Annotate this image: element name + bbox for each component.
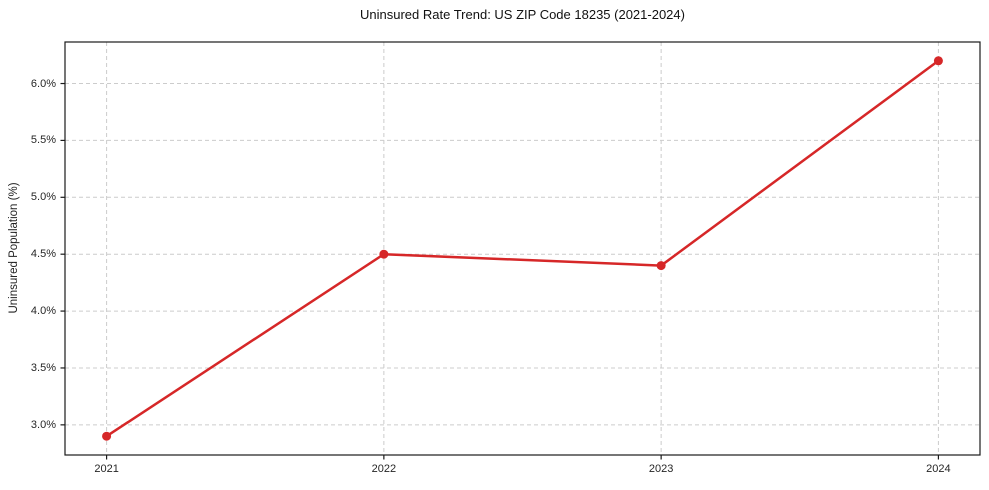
x-tick-label: 2024 [926, 463, 951, 475]
trend-line [105, 59, 940, 438]
y-tick-label: 4.5% [30, 248, 56, 261]
x-tick-label: 2022 [371, 463, 397, 475]
data-point-marker [656, 261, 666, 271]
chart-title: Uninsured Rate Trend: US ZIP Code 18235 … [360, 7, 685, 22]
x-tick-label: 2023 [648, 463, 674, 475]
data-point-marker [933, 56, 943, 66]
y-tick-label: 4.0% [30, 305, 56, 318]
plot-border [64, 41, 981, 456]
y-tick-label: 3.5% [30, 361, 56, 374]
y-tick-label: 5.0% [30, 191, 56, 204]
y-axis-label: Uninsured Population (%) [8, 182, 20, 314]
y-tick-label: 6.0% [30, 77, 56, 90]
y-tick-label: 5.5% [30, 134, 56, 147]
data-point-marker [379, 249, 389, 259]
x-tick-label: 2021 [94, 463, 119, 475]
y-tick-label: 3.0% [30, 418, 56, 431]
data-point-marker [102, 431, 112, 441]
